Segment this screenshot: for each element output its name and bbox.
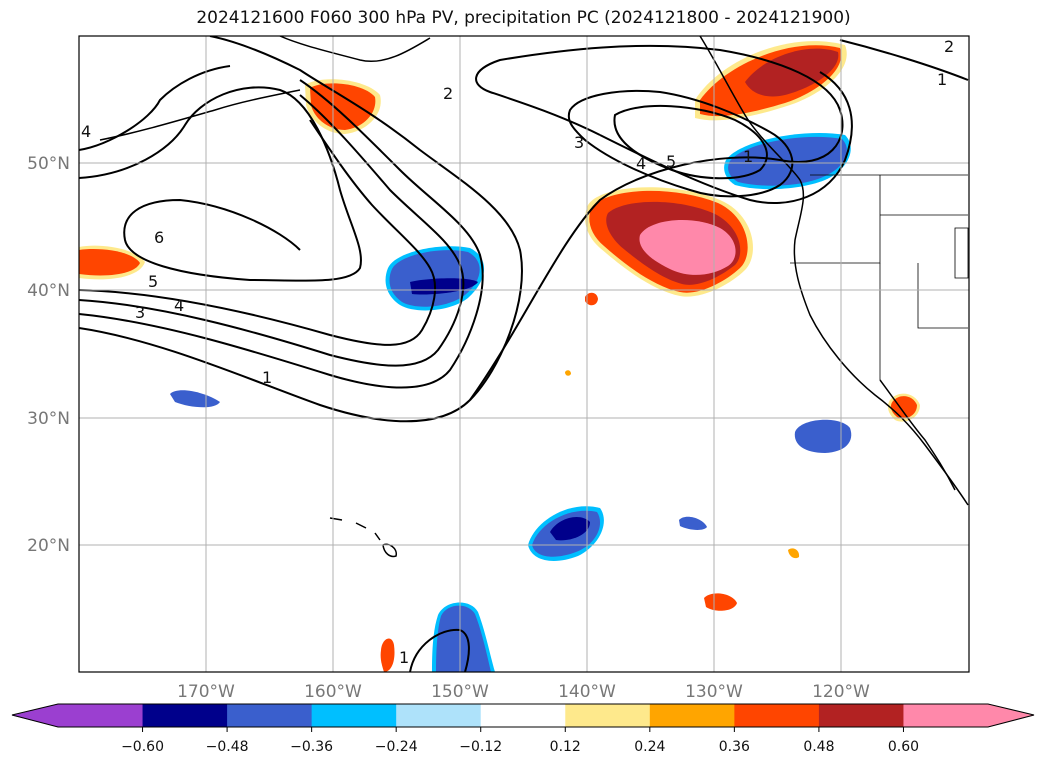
colorbar-segment — [818, 704, 904, 727]
precip-negative-region — [170, 390, 220, 408]
colorbar-tick-label: −0.12 — [459, 739, 502, 755]
coastline-alaska — [279, 36, 431, 62]
colorbar-tick-label: −0.48 — [206, 739, 249, 755]
lat-tick-label: 40°N — [27, 281, 70, 301]
lat-tick-label: 20°N — [27, 536, 70, 556]
colorbar-segment — [311, 704, 397, 727]
pv-label: 3 — [574, 133, 584, 152]
colorbar-tick-label: −0.36 — [290, 739, 333, 755]
colorbar-tick-label: 0.48 — [803, 739, 834, 755]
pv-label: 3 — [135, 303, 145, 322]
pv-label: 1 — [937, 70, 947, 89]
colorbar-segments — [12, 704, 1034, 727]
lon-tick-label: 140°W — [558, 682, 616, 702]
colorbar-tick-label: 0.36 — [719, 739, 750, 755]
political-borders — [790, 174, 969, 380]
border-state — [954, 227, 969, 279]
lon-tick-label: 130°W — [685, 682, 743, 702]
colorbar-segment — [480, 704, 566, 727]
precip-positive-region — [380, 638, 395, 672]
pv-label: 4 — [174, 296, 184, 315]
precip-positive-region — [745, 48, 839, 97]
map-frame — [78, 35, 970, 673]
pv-contour — [79, 94, 465, 367]
pv-contour — [79, 119, 437, 346]
lat-tick-label: 30°N — [27, 409, 70, 429]
colorbar-segment — [142, 704, 228, 727]
lon-tick-label: 150°W — [431, 682, 489, 702]
colorbar-tick-label: 0.60 — [888, 739, 919, 755]
colorbar-extend-max — [988, 704, 1034, 727]
colorbar-segment — [565, 704, 651, 727]
colorbar-segment — [396, 704, 482, 727]
lon-tick-label: 170°W — [177, 682, 235, 702]
colorbar-tick-label: 0.12 — [550, 739, 581, 755]
pv-label: 4 — [636, 154, 646, 173]
precip-negative-region — [436, 605, 491, 672]
coastline-aleutians — [99, 89, 301, 141]
lat-tick-labels: 20°N 30°N 40°N 50°N — [27, 154, 70, 556]
colorbar: −0.60 −0.48 −0.36 −0.24 −0.12 0.12 0.24 0.36 0.4… — [11, 703, 1035, 755]
colorbar-outline — [11, 703, 1035, 728]
map-content — [79, 36, 969, 672]
coastlines — [99, 36, 969, 558]
coastline-north-america — [699, 36, 969, 506]
colorbar-labels: −0.60 −0.48 −0.36 −0.24 −0.12 0.12 0.24 0.36 0.4… — [121, 727, 919, 755]
pv-label: 4 — [81, 122, 91, 141]
pv-contour — [79, 86, 362, 282]
pv-label: 2 — [443, 84, 453, 103]
pv-label: 2 — [944, 37, 954, 56]
precip-positive-region — [704, 593, 737, 611]
colorbar-segment — [734, 704, 820, 727]
pv-contours — [79, 36, 969, 672]
pv-label: 1 — [399, 648, 409, 667]
pv-contour — [469, 44, 844, 401]
lon-tick-labels: 170°W 160°W 150°W 140°W 130°W 120°W — [177, 682, 870, 702]
colorbar-tick-label: 0.24 — [634, 739, 665, 755]
colorbar-segment — [58, 704, 144, 727]
precip-positive-region — [890, 396, 917, 419]
border-state — [917, 263, 968, 329]
precip-negative-region — [794, 419, 852, 453]
pv-contour — [79, 65, 231, 151]
precip-positive-region — [585, 292, 598, 306]
precip-positive-region — [565, 370, 571, 376]
pv-label: 6 — [154, 228, 164, 247]
lat-tick-label: 50°N — [27, 154, 70, 174]
pv-label: 5 — [666, 152, 676, 171]
colorbar-segment — [903, 704, 989, 727]
pv-label: 1 — [262, 368, 272, 387]
pv-contour — [839, 39, 969, 81]
lon-tick-label: 120°W — [812, 682, 870, 702]
lon-tick-label: 160°W — [304, 682, 362, 702]
colorbar-segment — [227, 704, 313, 727]
pv-label: 5 — [148, 272, 158, 291]
pv-contour — [79, 79, 484, 389]
precip-negative-region — [679, 516, 707, 530]
hawaii-islands — [329, 517, 397, 558]
pv-label: 1 — [743, 147, 753, 166]
coastline-baja — [879, 379, 956, 491]
precip-positive-region — [79, 249, 140, 276]
pv-contour — [567, 89, 794, 198]
colorbar-tick-label: −0.60 — [121, 739, 164, 755]
precip-positive-region — [788, 548, 800, 559]
gridlines — [79, 36, 969, 672]
precip-negative-region — [550, 517, 590, 541]
colorbar-tick-label: −0.24 — [375, 739, 418, 755]
pv-contour — [79, 36, 523, 423]
precip-positive-region — [639, 219, 736, 275]
colorbar-extend-min — [12, 704, 58, 727]
pv-contour-labels: 1 2 3 4 5 6 1 3 4 5 2 1 4 1 — [81, 37, 954, 667]
map-title: 2024121600 F060 300 hPa PV, precipitatio… — [196, 8, 851, 28]
pv-contour — [613, 104, 768, 180]
colorbar-segment — [649, 704, 735, 727]
